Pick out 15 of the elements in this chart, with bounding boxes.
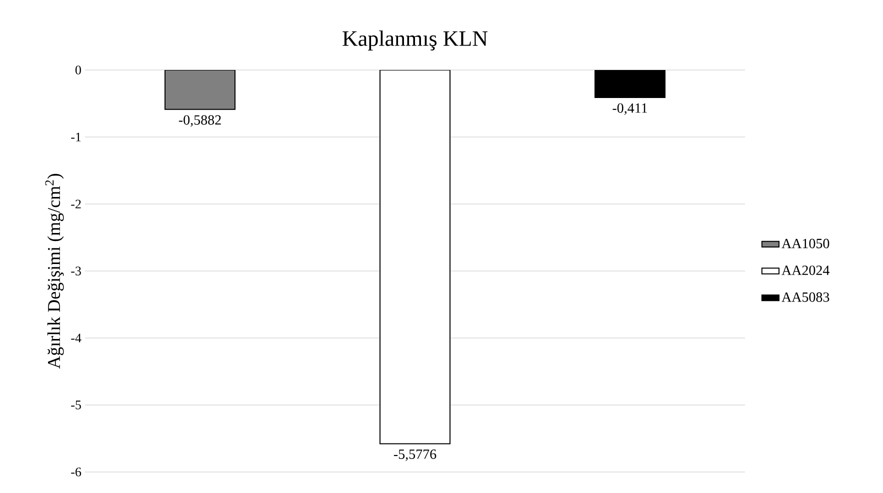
y-tick-label: -1 <box>71 132 81 142</box>
legend-label: AA5083 <box>782 292 830 302</box>
y-axis-title: Ağırlık Değişimi (mg/cm$^{2}$) <box>45 174 64 369</box>
y-tick-label: -6 <box>71 468 82 476</box>
y-tick-label: -5 <box>71 400 81 410</box>
y-tick-label: -4 <box>71 334 82 342</box>
chart-title: Kaplanmış KLN <box>342 30 488 50</box>
y-tick-label: -2 <box>71 200 81 208</box>
data-label: -0,5882 <box>178 115 221 127</box>
data-label: -5,5776 <box>394 450 436 461</box>
y-tick-label: 0 <box>75 66 81 74</box>
data-label: -0,411 <box>612 103 647 115</box>
legend-label: AA2024 <box>782 266 830 276</box>
legend-label: AA1050 <box>782 238 830 248</box>
y-tick-label: -3 <box>71 266 81 276</box>
